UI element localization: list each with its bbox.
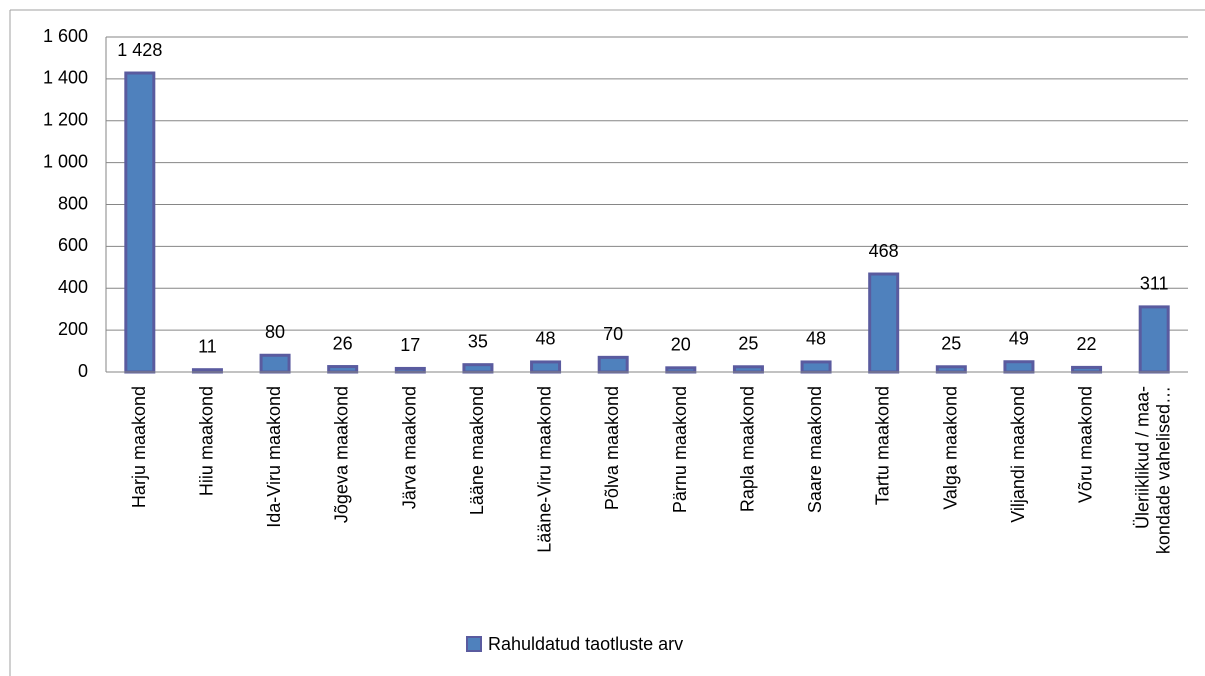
- x-tick-label: Rapla maakond: [737, 386, 757, 512]
- y-tick-label: 200: [58, 319, 88, 339]
- x-tick-label: Hiiu maakond: [196, 386, 216, 496]
- y-tick-label: 1 000: [43, 151, 88, 171]
- y-tick-label: 800: [58, 193, 88, 213]
- x-tick-label: Põlva maakond: [602, 386, 622, 510]
- legend-swatch: [466, 636, 482, 652]
- y-tick-label: 0: [78, 361, 88, 381]
- bar: [732, 365, 764, 374]
- value-label: 80: [265, 322, 285, 342]
- bar: [1003, 360, 1035, 374]
- y-tick-label: 400: [58, 277, 88, 297]
- value-label: 48: [536, 329, 556, 349]
- x-tick-label: Harju maakond: [129, 386, 149, 508]
- x-tick-label: Järva maakond: [399, 386, 419, 509]
- bar: [124, 71, 156, 374]
- bar: [935, 365, 967, 374]
- bar: [1138, 305, 1170, 374]
- x-tick-label: Viljandi maakond: [1008, 386, 1028, 523]
- x-tick-label: Lääne maakond: [467, 386, 487, 515]
- bar: [1071, 365, 1103, 374]
- value-label: 49: [1009, 328, 1029, 348]
- bar: [530, 360, 562, 374]
- bar: [462, 363, 494, 374]
- bar: [597, 355, 629, 374]
- x-tick-label: Saare maakond: [805, 386, 825, 513]
- x-tick-label: Pärnu maakond: [670, 386, 690, 513]
- x-tick-label: Üleriiklikud / maa-kondade vahelised…: [1132, 386, 1173, 554]
- y-tick-label: 1 400: [43, 68, 88, 88]
- value-label: 22: [1077, 334, 1097, 354]
- y-tick-label: 600: [58, 235, 88, 255]
- value-label: 35: [468, 331, 488, 351]
- legend-label: Rahuldatud taotluste arv: [488, 634, 683, 654]
- value-label: 26: [333, 333, 353, 353]
- x-tick-label: Ida-Viru maakond: [264, 386, 284, 528]
- value-label: 311: [1140, 274, 1169, 294]
- value-label: 25: [738, 334, 758, 354]
- value-label: 20: [671, 335, 691, 355]
- bar: [327, 365, 359, 374]
- value-label: 17: [400, 335, 420, 355]
- bar: [665, 366, 697, 374]
- bar: [259, 353, 291, 374]
- value-label: 1 428: [117, 40, 162, 60]
- value-label: 48: [806, 329, 826, 349]
- value-label: 25: [941, 334, 961, 354]
- value-label: 70: [603, 324, 623, 344]
- x-tick-label: Lääne-Viru maakond: [534, 386, 554, 553]
- x-tick-label: Jõgeva maakond: [331, 386, 351, 523]
- value-label: 11: [198, 336, 217, 356]
- bar: [394, 366, 426, 374]
- value-label: 468: [869, 241, 899, 261]
- x-tick-label: Võru maakond: [1075, 386, 1095, 503]
- bar: [800, 360, 832, 374]
- y-tick-label: 1 600: [43, 26, 88, 46]
- x-tick-label: Valga maakond: [940, 386, 960, 510]
- bar: [868, 272, 900, 374]
- y-tick-label: 1 200: [43, 110, 88, 130]
- x-tick-label: Tartu maakond: [872, 386, 892, 505]
